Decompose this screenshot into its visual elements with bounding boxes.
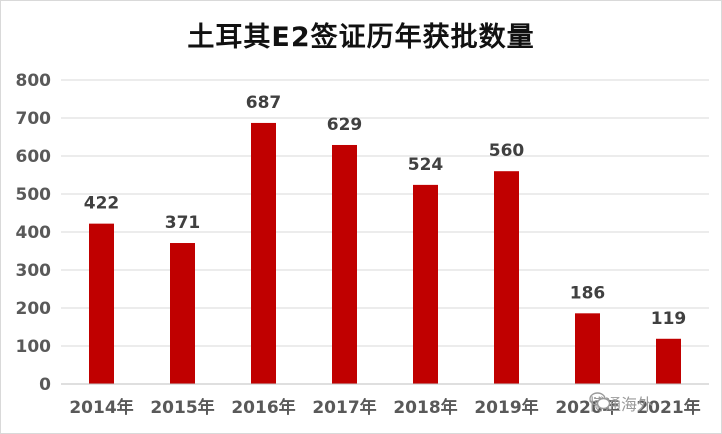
chart-title: 土耳其E2签证历年获批数量 xyxy=(187,22,535,53)
y-tick-label: 700 xyxy=(16,109,52,129)
bar xyxy=(251,122,276,384)
wechat-icon xyxy=(589,392,611,410)
y-tick-label: 100 xyxy=(16,337,52,357)
data-label: 560 xyxy=(489,141,525,161)
data-label: 371 xyxy=(165,213,201,233)
x-tick-label: 2017年 xyxy=(312,397,376,418)
x-tick-label: 2016年 xyxy=(231,397,295,418)
data-label: 119 xyxy=(651,309,687,329)
bar xyxy=(89,223,114,384)
data-label: 629 xyxy=(327,115,363,135)
x-tick-label: 2021年 xyxy=(636,397,700,418)
bar xyxy=(656,338,681,384)
y-tick-label: 400 xyxy=(16,223,52,243)
data-label: 687 xyxy=(246,93,282,113)
watermark: 博通海外 xyxy=(589,391,653,415)
bar xyxy=(413,184,438,384)
data-label: 422 xyxy=(84,194,120,214)
y-tick-label: 300 xyxy=(16,261,52,281)
bar xyxy=(170,243,195,384)
y-tick-label: 600 xyxy=(16,147,52,167)
x-tick-label: 2014年 xyxy=(69,397,133,418)
bar xyxy=(575,313,600,384)
data-label: 186 xyxy=(570,283,606,303)
y-tick-label: 200 xyxy=(16,299,52,319)
y-tick-label: 500 xyxy=(16,185,52,205)
y-tick-label: 0 xyxy=(39,375,51,395)
data-label: 524 xyxy=(408,155,444,175)
x-tick-label: 2018年 xyxy=(393,397,457,418)
y-tick-label: 800 xyxy=(16,71,52,91)
x-tick-label: 2019年 xyxy=(474,397,538,418)
bar xyxy=(494,171,519,384)
x-tick-label: 2015年 xyxy=(150,397,214,418)
bar xyxy=(332,144,357,384)
